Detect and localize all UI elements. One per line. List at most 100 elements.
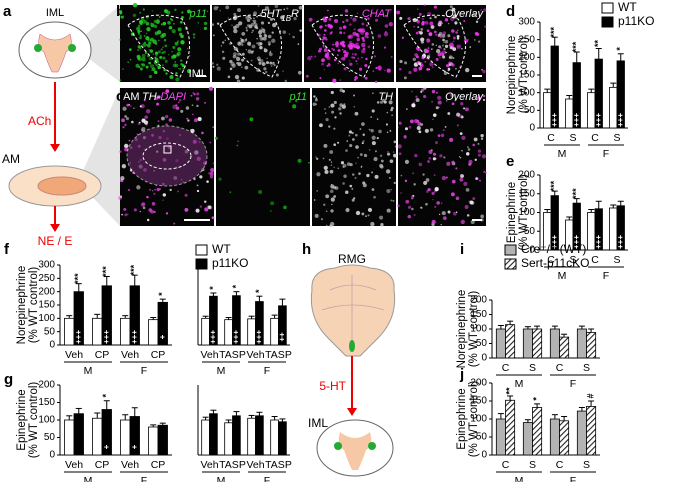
signal <box>178 67 180 70</box>
y-tick-label: 200 <box>470 295 487 306</box>
signal <box>467 146 469 148</box>
signal <box>413 101 415 104</box>
label-sub: 1B <box>281 14 291 23</box>
signal <box>348 134 351 137</box>
signal <box>371 135 376 140</box>
signal <box>137 49 139 51</box>
signal <box>122 68 124 71</box>
signal <box>227 17 230 19</box>
signal <box>328 158 331 161</box>
signal <box>374 174 379 179</box>
group-label: M <box>515 378 524 390</box>
signal <box>379 100 384 104</box>
signal <box>143 120 149 125</box>
signal <box>206 10 209 13</box>
signal <box>465 187 470 192</box>
signal <box>211 23 215 26</box>
signal <box>160 34 165 39</box>
signal <box>169 188 172 192</box>
signal <box>336 54 339 56</box>
signal <box>448 22 450 25</box>
signal <box>175 72 178 75</box>
bar <box>64 419 75 456</box>
signal <box>236 79 241 83</box>
signal <box>131 120 134 124</box>
signal <box>427 160 430 163</box>
signal <box>297 43 300 45</box>
signal <box>156 102 160 106</box>
signal <box>132 3 138 8</box>
micrograph-label: CHAT <box>362 8 392 20</box>
signal <box>442 31 447 35</box>
signal <box>237 52 241 56</box>
bar <box>549 418 560 456</box>
signal <box>440 133 445 138</box>
signal <box>376 101 380 104</box>
signal <box>371 141 376 146</box>
signal <box>327 51 330 54</box>
bar <box>201 419 210 456</box>
signal <box>375 67 378 70</box>
signal <box>196 189 200 193</box>
significance: ** <box>593 40 603 48</box>
signal <box>407 205 412 209</box>
group-label: F <box>264 365 270 377</box>
signal <box>361 42 366 48</box>
signal <box>129 48 132 51</box>
signal <box>411 90 413 93</box>
signal <box>247 49 252 54</box>
signal <box>353 28 356 31</box>
signal <box>153 210 156 214</box>
signal <box>161 52 163 54</box>
x-tick-label: Veh <box>246 349 264 361</box>
signal <box>250 59 253 62</box>
signal <box>432 152 437 156</box>
signal <box>343 50 347 54</box>
signal <box>334 116 337 119</box>
bar <box>148 426 159 456</box>
signal <box>186 117 189 120</box>
y-tick-label: 50 <box>524 105 536 116</box>
signal <box>390 199 393 202</box>
signal <box>245 48 248 51</box>
signal <box>314 213 319 218</box>
signal <box>414 153 418 158</box>
label: NE / E <box>38 234 73 248</box>
signal <box>371 188 375 191</box>
x-tick-label: TASP <box>219 349 246 361</box>
significance: *** <box>571 41 581 52</box>
legend-swatch <box>504 244 517 256</box>
signal <box>349 144 353 148</box>
arrow-head <box>50 144 60 152</box>
signal <box>162 21 167 26</box>
signal <box>158 50 161 54</box>
signal <box>174 8 177 12</box>
signal <box>184 207 189 212</box>
significance: * <box>208 286 218 290</box>
group-label: M <box>217 365 226 377</box>
micrograph-label: TH-DAPI <box>142 91 186 103</box>
signal <box>339 112 342 115</box>
signal <box>349 62 353 66</box>
signal <box>376 137 379 140</box>
signal <box>460 87 463 90</box>
legend-label: WT <box>618 0 637 14</box>
diagram-h: RMG 5-HT IML <box>308 252 396 477</box>
signal <box>352 173 355 176</box>
signal <box>133 208 137 212</box>
signal <box>196 104 199 108</box>
signal <box>418 130 422 134</box>
inner-label: +++ <box>255 330 264 344</box>
signal <box>137 24 141 28</box>
signal <box>139 67 143 71</box>
signal <box>218 177 222 181</box>
signal <box>329 169 334 174</box>
x-tick-label: S <box>583 459 590 471</box>
signal <box>480 214 485 219</box>
signal <box>154 188 157 191</box>
signal <box>339 31 343 35</box>
signal <box>145 36 150 41</box>
signal <box>314 98 318 102</box>
signal <box>457 29 459 31</box>
signal <box>466 214 470 217</box>
